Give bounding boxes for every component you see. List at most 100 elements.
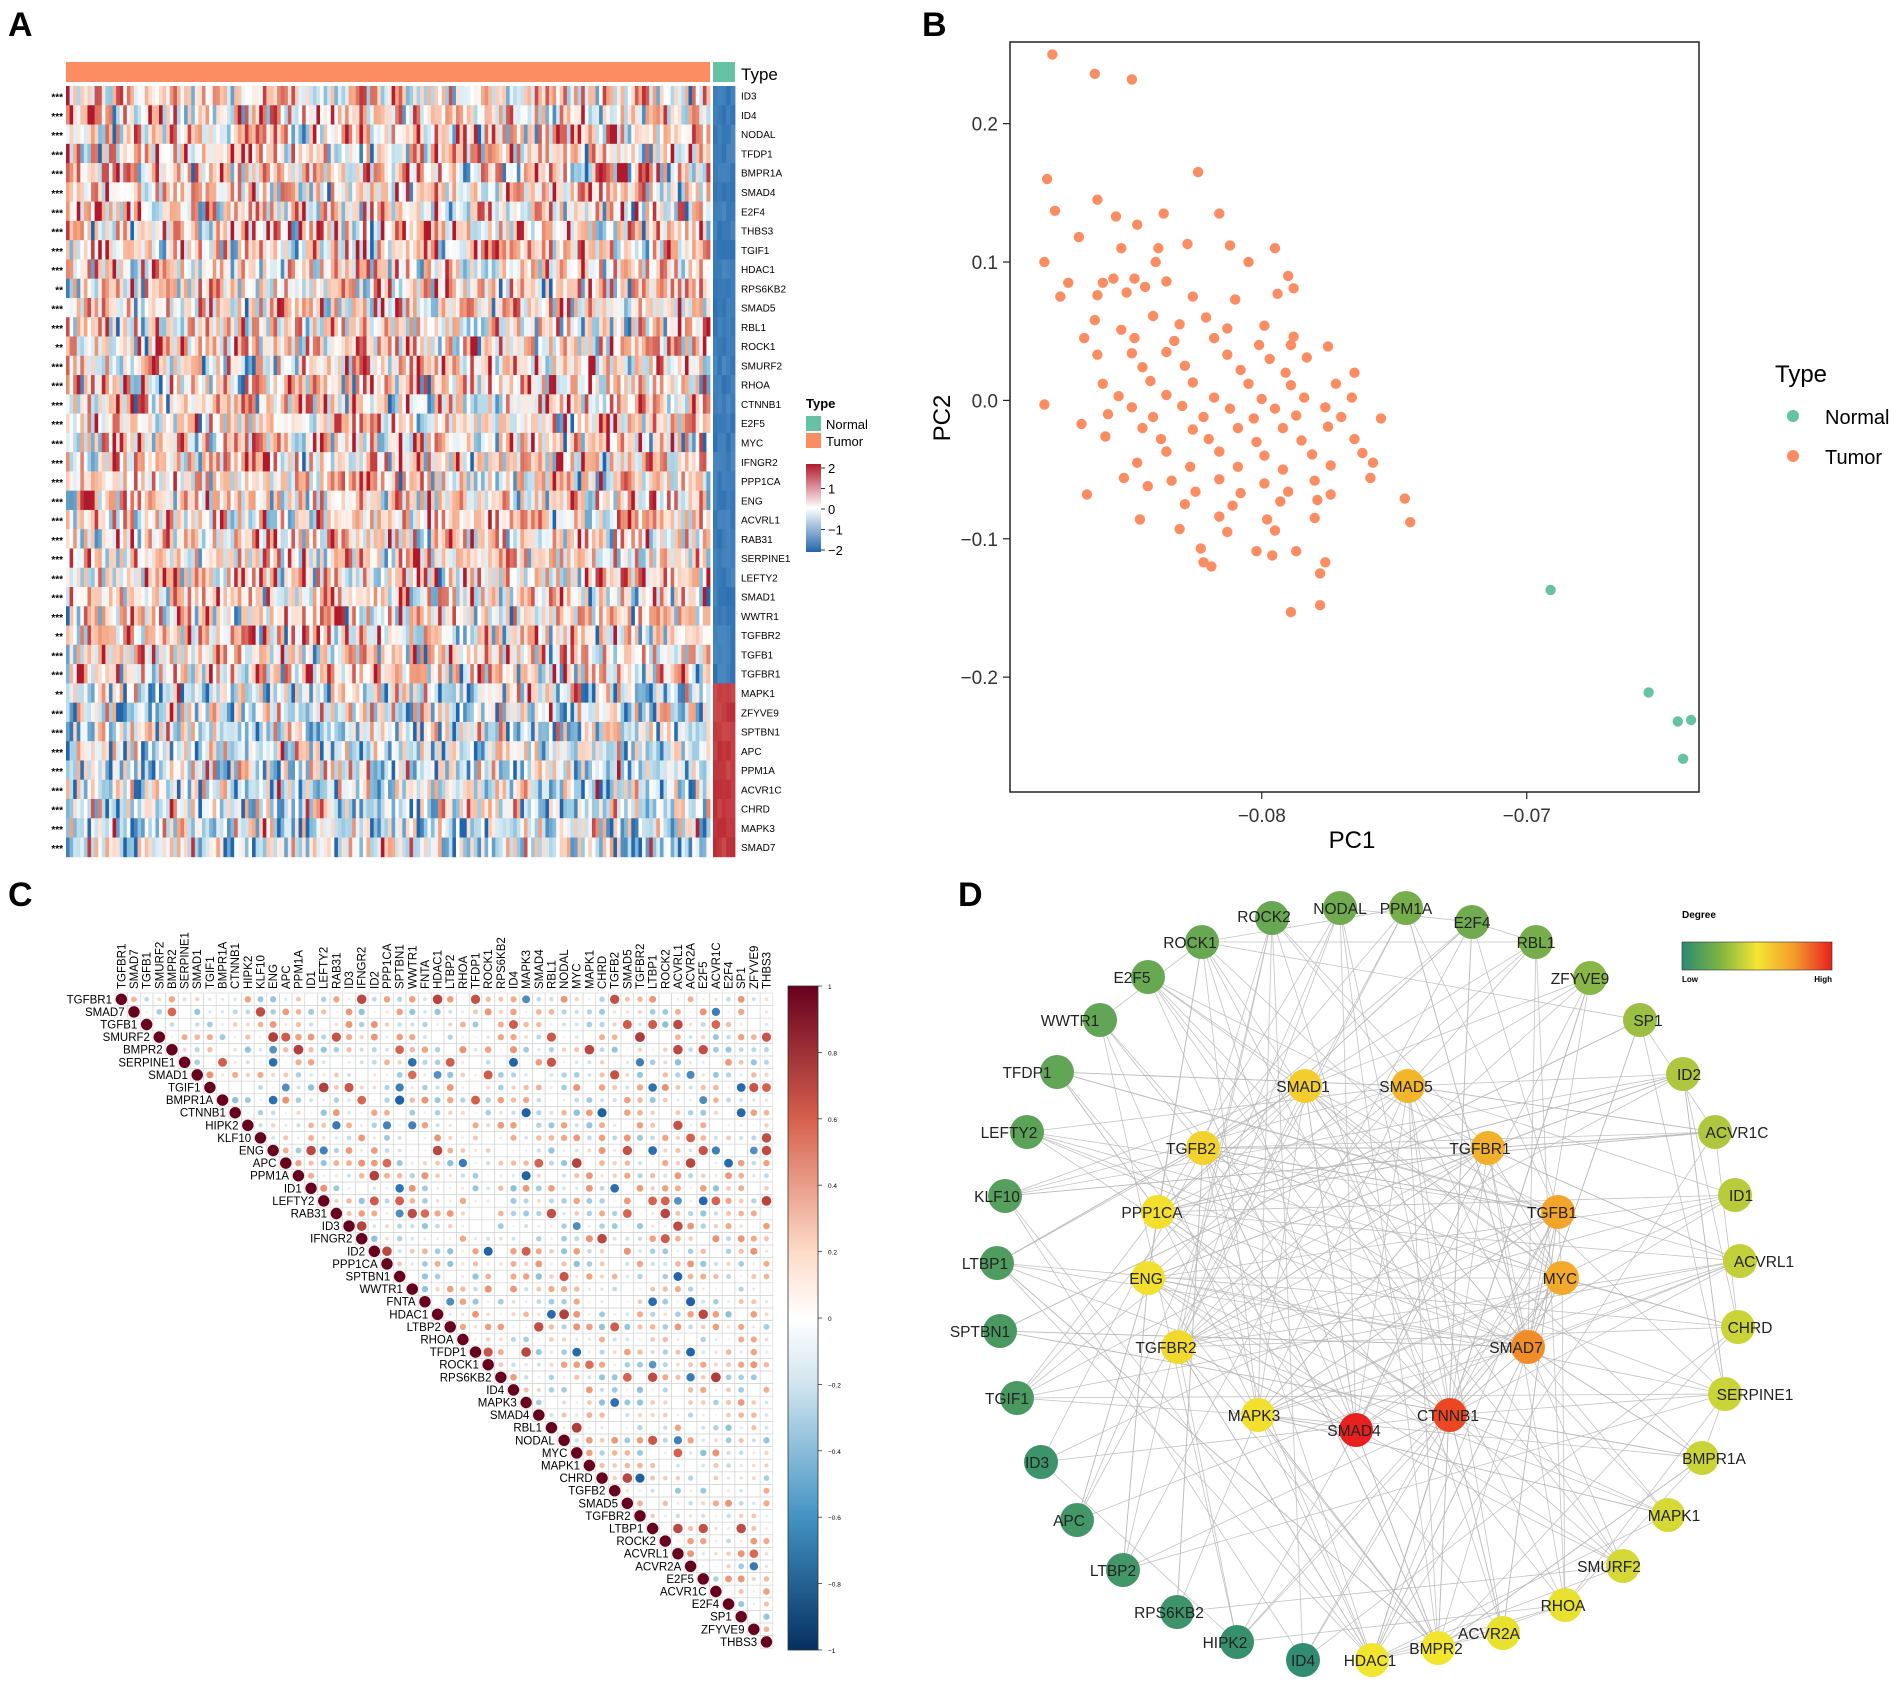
- heatmap-cell: [591, 182, 596, 203]
- heatmap-cell: [588, 452, 593, 472]
- heatmap-cell: [627, 86, 632, 106]
- heatmap-cell: [677, 509, 682, 530]
- heatmap-cell: [294, 105, 299, 125]
- heatmap-cell: [112, 297, 117, 318]
- heatmap-cell: [427, 509, 432, 530]
- heatmap-cell: [566, 490, 571, 511]
- heatmap-cell: [473, 240, 478, 260]
- heatmap-cell: [513, 240, 518, 260]
- heatmap-cell: [405, 490, 410, 511]
- heatmap-cell: [273, 394, 278, 414]
- heatmap-cell: [91, 529, 96, 549]
- heatmap-cell: [159, 124, 163, 145]
- heatmap-cell: [284, 471, 289, 492]
- heatmap-cell: [91, 375, 96, 395]
- heatmap-cell-normal: [721, 413, 727, 434]
- heatmap-cell: [298, 587, 303, 607]
- heatmap-cell-normal: [717, 240, 723, 260]
- heatmap-cell: [667, 490, 672, 511]
- heatmap-cell: [316, 259, 321, 280]
- heatmap-cell: [667, 124, 672, 145]
- heatmap-cell: [509, 220, 514, 241]
- heatmap-cell: [180, 317, 185, 337]
- heatmap-cell: [609, 587, 614, 607]
- heatmap-cell: [631, 452, 636, 472]
- heatmap-cell: [663, 86, 668, 106]
- heatmap-cell: [148, 490, 153, 511]
- heatmap-cell: [484, 240, 489, 260]
- heatmap-cell: [491, 394, 496, 414]
- heatmap-cell: [667, 259, 672, 280]
- heatmap-cell: [634, 297, 639, 318]
- heatmap-cell: [337, 201, 342, 222]
- heatmap-cell: [674, 548, 679, 569]
- heatmap-cell: [599, 163, 604, 183]
- heatmap-cell: [506, 143, 511, 164]
- heatmap-cell: [320, 105, 324, 125]
- heatmap-cell: [702, 240, 707, 260]
- heatmap-cell: [516, 548, 521, 569]
- heatmap-cell: [316, 509, 321, 530]
- heatmap-cell: [649, 394, 654, 414]
- heatmap-cell: [459, 259, 464, 280]
- heatmap-cell: [434, 220, 439, 241]
- heatmap-cell: [370, 124, 375, 145]
- heatmap-cell: [570, 278, 575, 299]
- heatmap-cell: [234, 490, 239, 511]
- heatmap-cell: [209, 317, 214, 337]
- heatmap-cell: [148, 548, 153, 569]
- heatmap-cell: [180, 259, 185, 280]
- heatmap-cell: [230, 355, 235, 376]
- heatmap-cell: [427, 452, 432, 472]
- heatmap-cell: [538, 86, 543, 106]
- heatmap-cell: [384, 163, 389, 183]
- heatmap-cell: [294, 432, 299, 453]
- heatmap-cell: [570, 259, 575, 280]
- heatmap-cell: [684, 259, 689, 280]
- heatmap-cell: [123, 259, 128, 280]
- heatmap-cell: [298, 317, 303, 337]
- heatmap-cell: [316, 124, 321, 145]
- heatmap-cell: [699, 375, 704, 395]
- heatmap-cell: [241, 201, 246, 222]
- heatmap-cell: [491, 355, 496, 376]
- heatmap-cell: [323, 548, 328, 569]
- heatmap-cell: [445, 317, 450, 337]
- heatmap-cell: [688, 86, 693, 106]
- heatmap-cell: [380, 587, 385, 607]
- heatmap-cell: [337, 105, 342, 125]
- heatmap-cell: [509, 259, 514, 280]
- heatmap-cell: [337, 124, 342, 145]
- heatmap-cell: [534, 201, 539, 222]
- heatmap-cell: [563, 201, 568, 222]
- heatmap-cell: [366, 86, 371, 106]
- heatmap-cell: [137, 317, 142, 337]
- heatmap-cell: [348, 452, 353, 472]
- heatmap-cell: [227, 124, 231, 145]
- heatmap-cell: [509, 394, 514, 414]
- heatmap-cell: [670, 201, 675, 222]
- heatmap-cell: [570, 124, 575, 145]
- heatmap-cell: [609, 567, 614, 588]
- heatmap-cell: [549, 394, 553, 414]
- heatmap-cell: [83, 471, 88, 492]
- heatmap-cell: [670, 336, 675, 357]
- heatmap-cell: [119, 182, 124, 203]
- heatmap-cell: [527, 105, 532, 125]
- heatmap-cell: [674, 105, 679, 125]
- heatmap-cell: [430, 259, 435, 280]
- heatmap-cell: [523, 413, 528, 434]
- heatmap-cell: [470, 452, 475, 472]
- heatmap-cell: [538, 587, 543, 607]
- heatmap-cell: [241, 124, 246, 145]
- heatmap-cell: [116, 182, 121, 203]
- heatmap-cell: [613, 509, 618, 530]
- heatmap-cell: [659, 105, 664, 125]
- heatmap-cell: [420, 567, 425, 588]
- heatmap-cell: [337, 143, 342, 164]
- heatmap-cell: [302, 432, 307, 453]
- heatmap-cell: [602, 143, 607, 164]
- heatmap-cell: [523, 375, 528, 395]
- heatmap-cell: [320, 201, 324, 222]
- heatmap-cell: [473, 587, 478, 607]
